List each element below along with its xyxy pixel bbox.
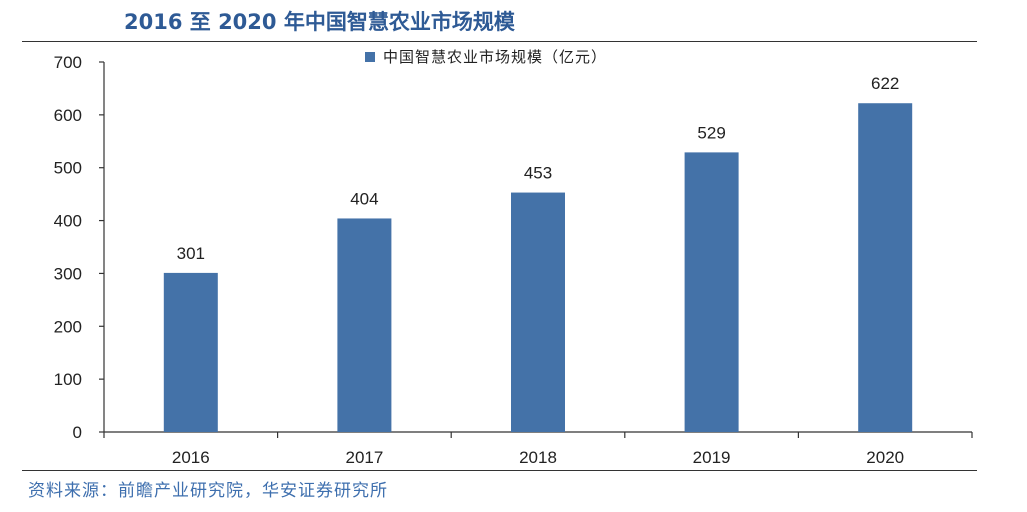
x-tick-label: 2016 [172,448,210,467]
legend-swatch [365,52,375,62]
y-tick-label: 200 [54,317,82,336]
data-label-2016: 301 [177,244,205,263]
data-label-2020: 622 [871,74,899,93]
source-note: 资料来源：前瞻产业研究院，华安证券研究所 [28,481,388,501]
data-label-2019: 529 [697,123,725,142]
data-label-2018: 453 [524,164,552,183]
x-tick-label: 2017 [345,448,383,467]
title-divider [22,41,977,42]
bar-chart: 中国智慧农业市场规模（亿元） 0 100 200 300 400 500 600 700 20… [54,48,973,467]
bar-2017 [337,218,392,432]
bar-2019 [684,152,739,432]
y-tick-label: 100 [54,370,82,389]
y-tick-label: 400 [54,212,82,231]
x-tick-label: 2019 [693,448,731,467]
data-label-2017: 404 [350,189,378,208]
legend: 中国智慧农业市场规模（亿元） [365,48,607,66]
chart-title: 2016 至 2020 年中国智慧农业市场规模 [124,10,515,34]
bars [163,103,913,432]
y-tick-label: 300 [54,264,82,283]
y-tick-label: 700 [54,53,82,72]
x-tick-label: 2018 [519,448,557,467]
y-tick-label: 500 [54,159,82,178]
bar-2020 [858,103,913,432]
y-tick-label: 0 [73,423,82,442]
y-tick-label: 600 [54,106,82,125]
legend-label: 中国智慧农业市场规模（亿元） [383,48,607,66]
x-tick-label: 2020 [866,448,904,467]
data-labels: 301 404 453 529 622 [177,74,900,263]
x-axis-ticks: 2016 2017 2018 2019 2020 [103,432,973,467]
bar-2016 [163,272,218,432]
source-divider [22,470,977,471]
y-axis-ticks: 0 100 200 300 400 500 600 700 [54,53,104,442]
bar-2018 [511,192,565,432]
